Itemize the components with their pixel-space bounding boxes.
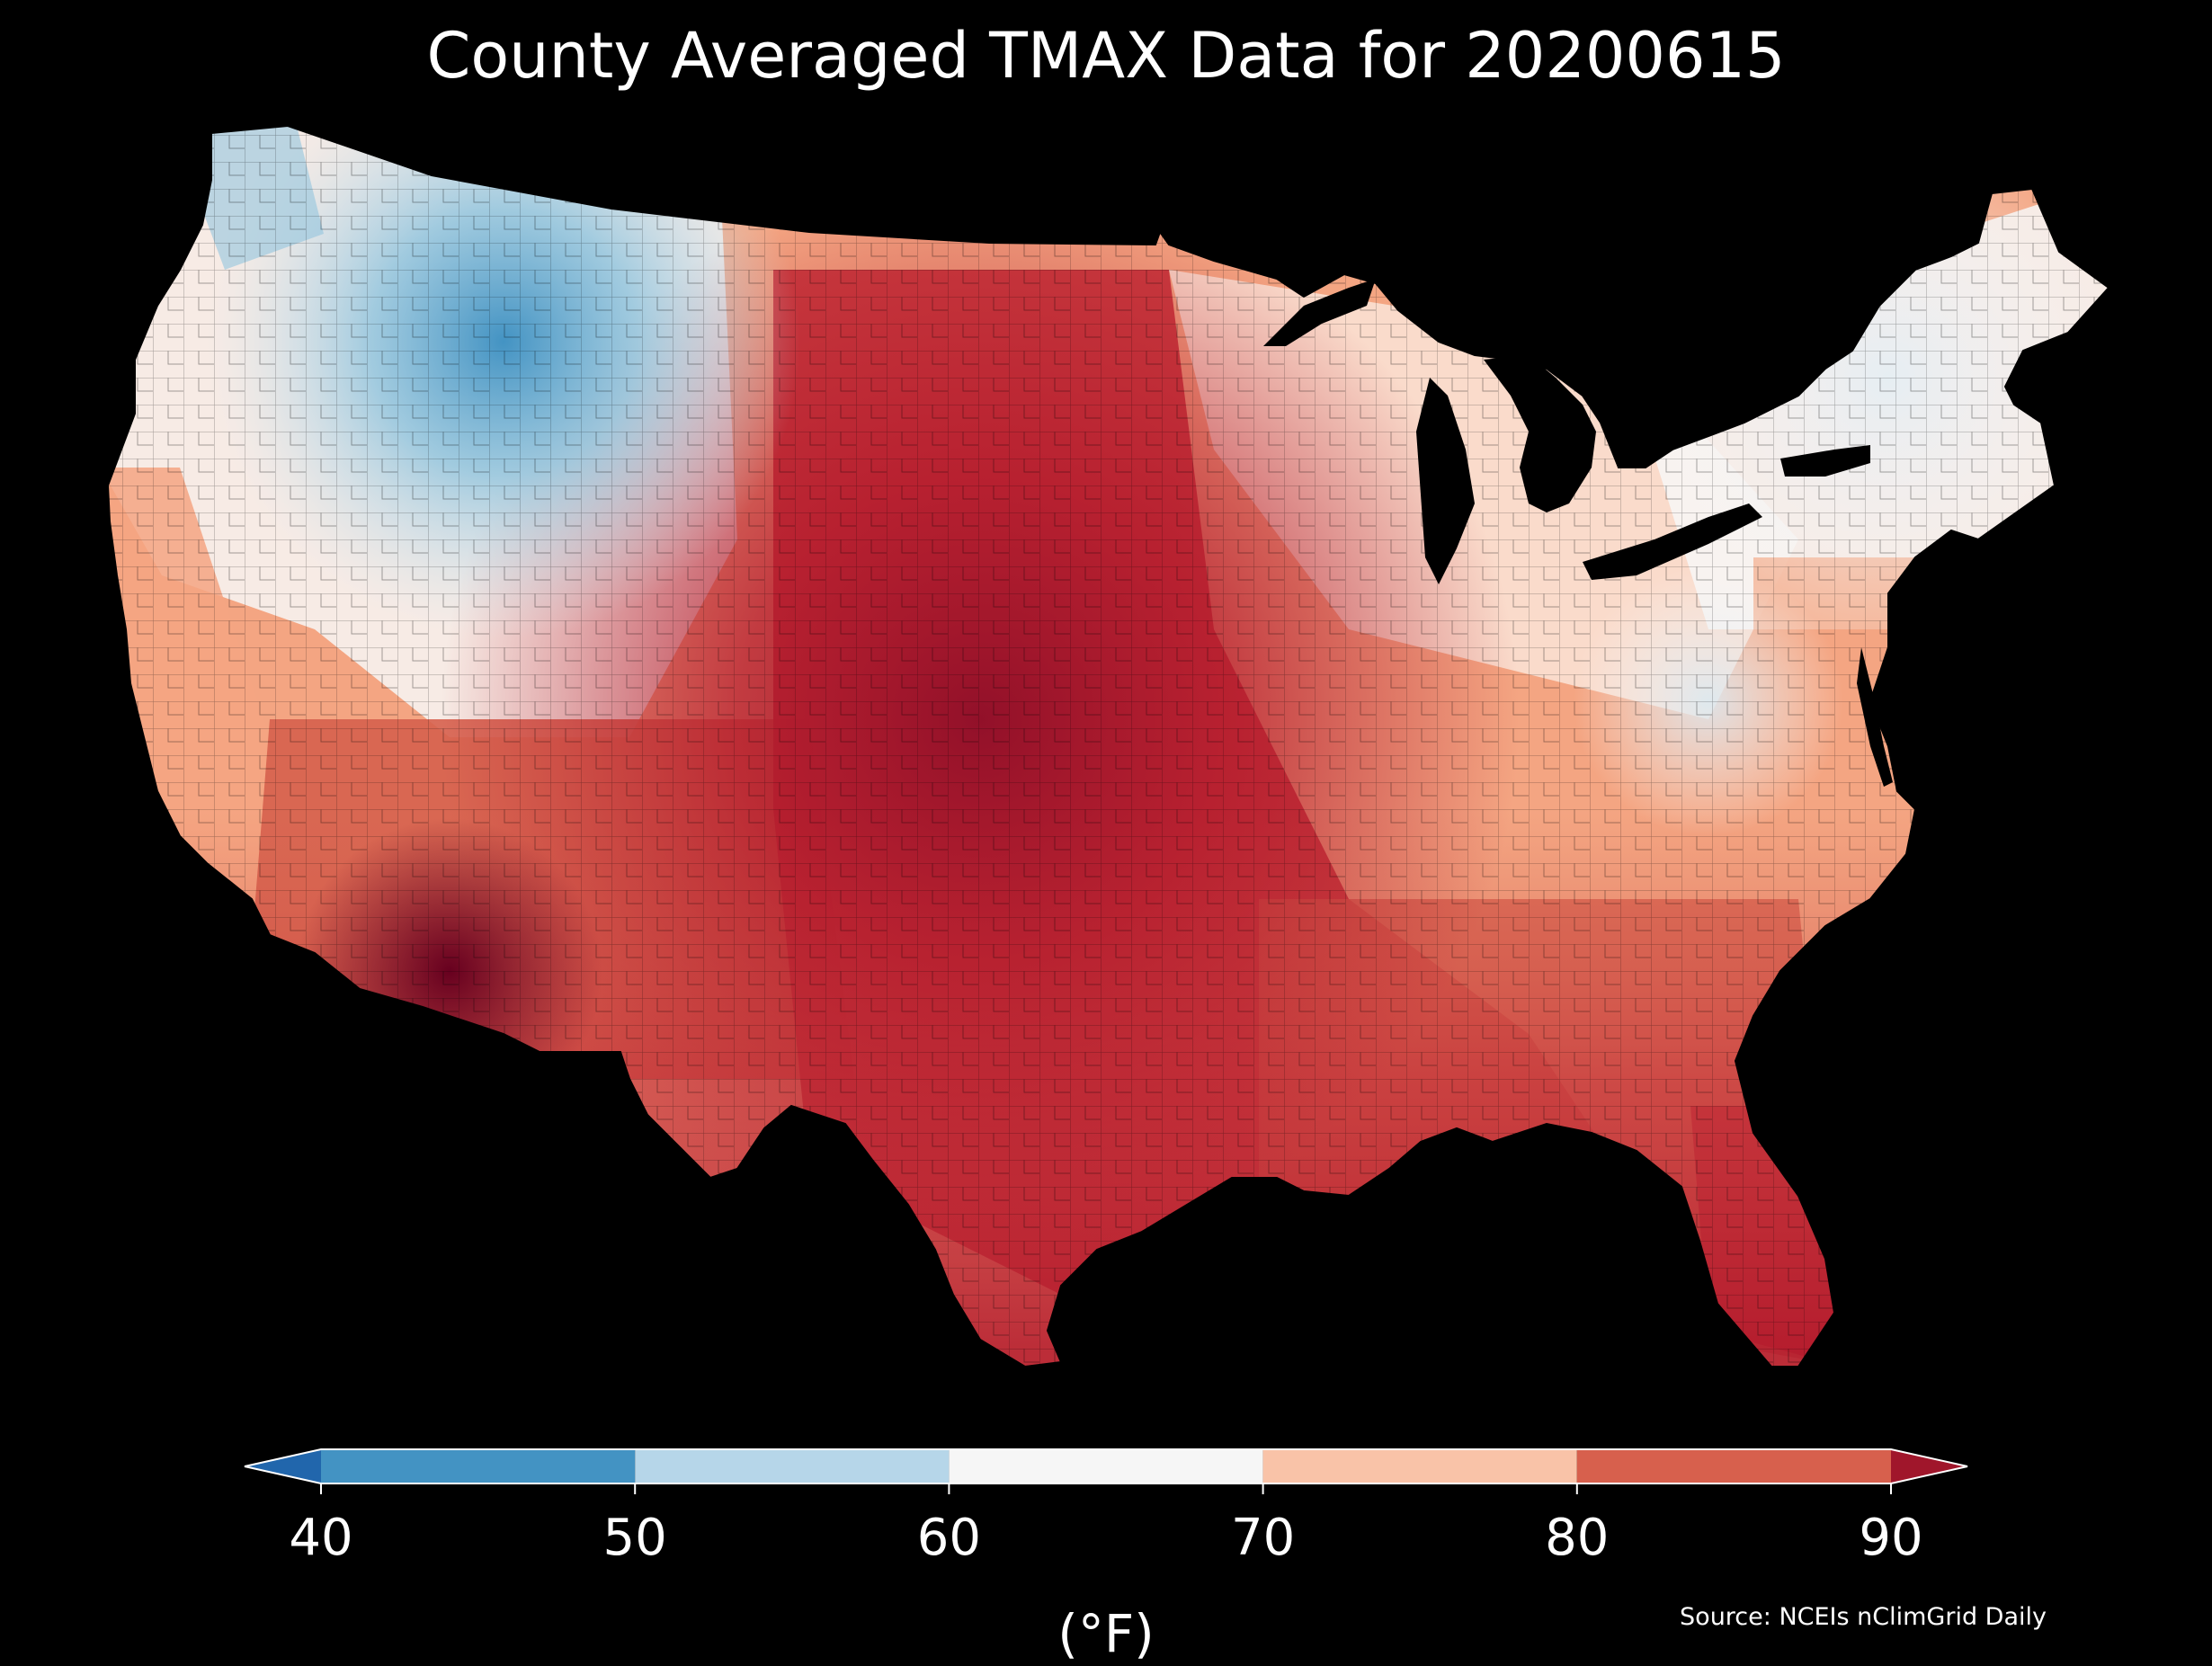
colorbar-bin-80-90 — [1576, 1449, 1891, 1483]
colorbar-tick-label: 70 — [1230, 1509, 1296, 1567]
colorbar-bin-70-80 — [1262, 1449, 1577, 1483]
colorbar-tick-label: 60 — [916, 1509, 982, 1567]
colorbar — [244, 1448, 1968, 1494]
colorbar-tick-label: 50 — [602, 1509, 667, 1567]
colorbar-bin-50-60 — [635, 1449, 950, 1483]
county-fill — [108, 126, 2109, 1367]
chesapeake-bay — [1857, 647, 1893, 787]
source-credit: Source: NCEIs nClimGrid Daily — [1680, 1603, 2047, 1631]
map-title: County Averaged TMAX Data for 20200615 — [426, 19, 1786, 93]
colorbar-tick-label: 40 — [289, 1509, 353, 1567]
colorbar-bin-60-70 — [949, 1449, 1263, 1483]
colorbar-tick-label: 80 — [1545, 1509, 1610, 1567]
us-county-map — [107, 125, 2109, 1368]
colorbar-extend-low — [245, 1449, 321, 1483]
great-lakes — [1263, 279, 1870, 584]
colorbar-bin-40-50 — [321, 1449, 636, 1483]
colorbar-tick-label: 90 — [1859, 1509, 1923, 1567]
colorbar-extend-high — [1891, 1449, 1967, 1483]
colorbar-unit-label: (°F) — [1057, 1603, 1155, 1664]
